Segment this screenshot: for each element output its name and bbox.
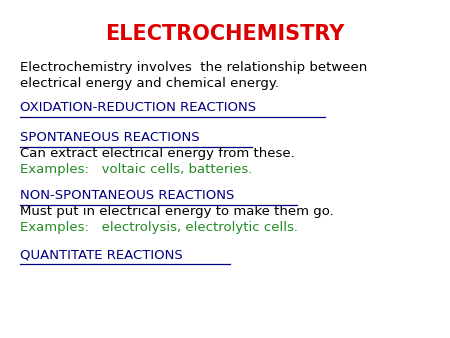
Text: Examples:   electrolysis, electrolytic cells.: Examples: electrolysis, electrolytic cel…	[20, 221, 298, 234]
Text: QUANTITATE REACTIONS: QUANTITATE REACTIONS	[20, 248, 183, 261]
Text: OXIDATION-REDUCTION REACTIONS: OXIDATION-REDUCTION REACTIONS	[20, 101, 256, 114]
Text: Can extract electrical energy from these.: Can extract electrical energy from these…	[20, 147, 295, 160]
Text: Electrochemistry involves  the relationship between: Electrochemistry involves the relationsh…	[20, 61, 368, 74]
Text: NON-SPONTANEOUS REACTIONS: NON-SPONTANEOUS REACTIONS	[20, 189, 234, 202]
Text: electrical energy and chemical energy.: electrical energy and chemical energy.	[20, 77, 279, 90]
Text: Must put in electrical energy to make them go.: Must put in electrical energy to make th…	[20, 205, 334, 218]
Text: ELECTROCHEMISTRY: ELECTROCHEMISTRY	[105, 24, 345, 44]
Text: SPONTANEOUS REACTIONS: SPONTANEOUS REACTIONS	[20, 131, 200, 144]
Text: Examples:   voltaic cells, batteries.: Examples: voltaic cells, batteries.	[20, 163, 252, 176]
